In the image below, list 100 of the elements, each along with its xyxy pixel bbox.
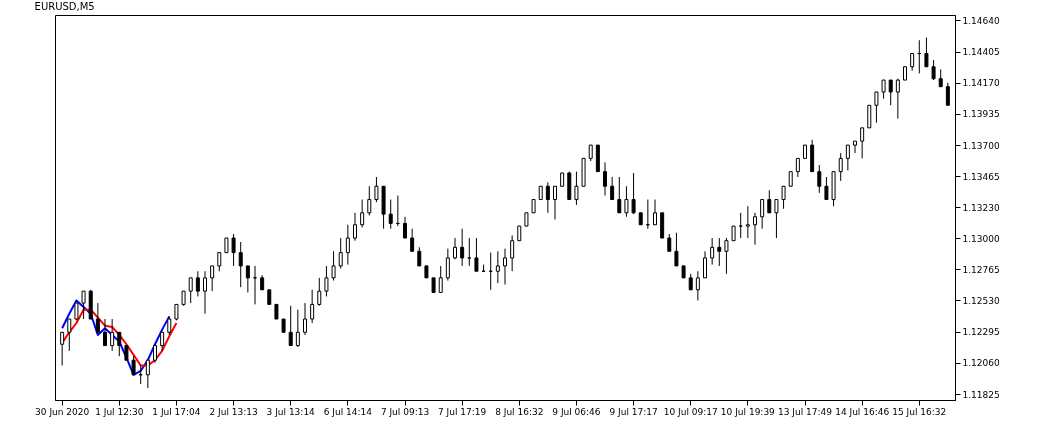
candlestick <box>303 302 307 336</box>
candlestick <box>317 277 322 307</box>
candlestick <box>503 248 507 285</box>
x-tick-label: 9 Jul 17:17 <box>609 406 658 417</box>
candlestick <box>710 237 715 266</box>
x-tick-label: 9 Jul 06:46 <box>552 406 601 417</box>
y-tick-label: 1.12530 <box>962 295 1000 306</box>
candlestick <box>624 185 629 218</box>
candlestick <box>495 250 500 284</box>
x-tick-label: 14 Jul 16:46 <box>835 406 890 417</box>
line-series <box>61 299 171 376</box>
candlestick <box>895 78 900 120</box>
candlestick <box>188 277 193 304</box>
candlestick <box>703 250 707 279</box>
x-tick-label: 7 Jul 17:19 <box>438 406 487 417</box>
y-tick-label: 1.11825 <box>962 389 1000 400</box>
y-tick-label: 1.13700 <box>962 140 1000 151</box>
x-tick-label: 15 Jul 16:32 <box>892 406 947 417</box>
candlestick <box>153 343 157 364</box>
candlestick <box>574 171 579 206</box>
candlestick <box>610 176 615 201</box>
candlestick <box>160 331 165 352</box>
candlestick <box>510 234 515 272</box>
candlestick <box>931 59 936 81</box>
chart-title: EURUSD,M5 <box>34 1 95 12</box>
candlestick <box>167 315 172 336</box>
x-tick-label: 1 Jul 17:04 <box>152 406 201 417</box>
candlestick <box>717 237 722 267</box>
x-tick-label: 10 Jul 19:39 <box>720 406 776 417</box>
candlestick <box>324 265 329 297</box>
candlestick <box>231 233 236 267</box>
candlestick <box>853 140 857 154</box>
x-tick-label: 7 Jul 09:13 <box>380 406 430 417</box>
candlestick <box>131 355 136 376</box>
candlestick <box>467 237 472 267</box>
candlestick <box>288 305 293 347</box>
candlestick <box>738 212 743 239</box>
x-tick-label: 1 Jul 12:30 <box>95 406 144 417</box>
y-tick-label: 1.12060 <box>962 358 1000 369</box>
candlestick <box>817 164 822 194</box>
candlestick <box>617 176 622 214</box>
candlestick <box>403 216 407 239</box>
candlestick <box>95 302 100 333</box>
candlestick <box>388 199 393 230</box>
candlestick <box>838 152 843 182</box>
candlestick <box>195 270 200 297</box>
candlestick <box>603 161 607 197</box>
x-tick-label: 6 Jul 14:14 <box>323 406 373 417</box>
candlestick <box>460 228 465 267</box>
candlestick <box>210 265 215 292</box>
candlestick <box>103 318 107 347</box>
candlestick <box>845 144 850 171</box>
candlestick <box>417 246 422 267</box>
candlestick <box>753 212 757 246</box>
candlestick <box>874 91 879 124</box>
candlestick <box>445 248 450 282</box>
candlestick <box>881 79 886 100</box>
candlestick <box>781 185 786 210</box>
candlestick <box>545 181 550 214</box>
candlestick <box>110 318 115 352</box>
candlestick <box>331 250 336 282</box>
y-tick-label: 1.13000 <box>962 233 1000 244</box>
candlestick <box>774 199 779 239</box>
candlestick <box>81 290 86 320</box>
x-tick-label: 13 Jul 17:49 <box>778 406 833 417</box>
candlestick <box>438 265 443 293</box>
candlestick <box>117 331 122 357</box>
candlestick <box>724 237 729 275</box>
candlestick <box>60 331 65 366</box>
candlestick <box>353 212 357 242</box>
candlestick <box>860 127 865 159</box>
candlestick <box>253 265 257 305</box>
y-tick-label: 1.14170 <box>962 78 1000 89</box>
candlestick <box>345 224 350 266</box>
candlestick <box>360 199 365 228</box>
candlestick <box>310 289 315 324</box>
candlestick <box>888 79 893 106</box>
candlestick <box>760 199 765 230</box>
x-tick-label: 2 Jul 13:13 <box>209 406 258 417</box>
candlestick <box>924 37 929 68</box>
y-tick-label: 1.13935 <box>962 109 1000 120</box>
candlestick <box>374 176 379 203</box>
candlestick <box>795 157 800 178</box>
y-tick-label: 1.13230 <box>962 203 1000 213</box>
x-tick-label: 8 Jul 16:32 <box>495 406 544 417</box>
x-tick-label: 3 Jul 13:14 <box>266 406 316 417</box>
candlestick <box>67 318 72 352</box>
candlestick <box>631 172 636 215</box>
candlestick <box>245 265 250 293</box>
candlestick <box>824 176 829 201</box>
candlestick <box>945 82 950 106</box>
x-tick-label: 10 Jul 09:17 <box>663 406 718 417</box>
candlestick <box>695 270 700 301</box>
candlestick <box>653 199 657 226</box>
candlestick <box>745 205 750 239</box>
y-tick-label: 1.12295 <box>962 327 1000 338</box>
candlestick <box>767 189 772 214</box>
candlestick <box>867 104 872 129</box>
y-tick-label: 1.14405 <box>962 47 1000 58</box>
candlestick <box>238 241 243 288</box>
